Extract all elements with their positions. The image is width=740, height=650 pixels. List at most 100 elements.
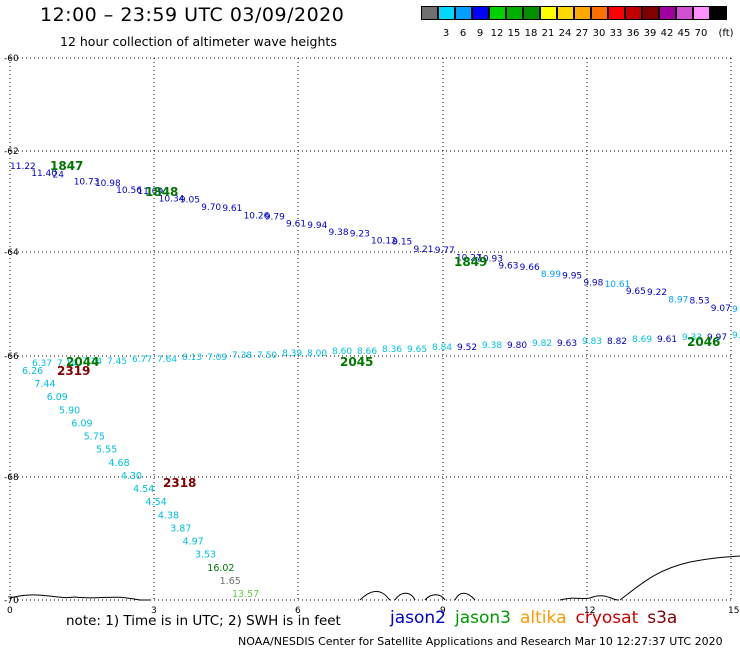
swh-value-label: 9.70	[201, 203, 221, 213]
swh-value-label: 11.22	[10, 162, 36, 172]
colorbar-swatch	[557, 6, 574, 20]
lower-track-labels: 6.26 7.44 6.09 5.90 6.09 5.75 5.55 4.68 4.30 4.54…	[22, 366, 259, 600]
colorbar-swatch	[506, 6, 523, 20]
swh-value-label: 4.54	[146, 497, 167, 508]
swh-value-label: 16.02	[207, 563, 234, 574]
y-tick-label: -70	[4, 596, 19, 606]
swh-value-label: 9.23	[350, 229, 370, 239]
satellite-legend: jason2 jason3 altika cryosat s3a	[390, 608, 686, 628]
swh-value-label: 9.65	[626, 287, 646, 297]
swh-value-label: 9.38	[329, 228, 349, 238]
satellite-legend-item: jason3	[455, 608, 511, 628]
swh-value-label: 10.56	[116, 186, 142, 196]
swh-value-label: 8.99	[541, 270, 561, 280]
swh-value-label: 9.94	[307, 221, 327, 231]
swh-value-label: 8.84	[432, 343, 452, 353]
swh-value-label: 8.39	[282, 349, 302, 359]
pass-id-label: 2044	[66, 355, 99, 369]
colorbar-swatch	[625, 6, 642, 20]
colorbar-swatch	[608, 6, 625, 20]
swh-value-label: 4.38	[158, 510, 179, 521]
swh-value-label: 4.54	[133, 484, 154, 495]
colorbar-unit: (ft)	[718, 28, 734, 39]
colorbar-swatch	[540, 6, 557, 20]
colorbar-label: 9	[476, 28, 484, 39]
swh-value-label: 10.12	[371, 237, 397, 247]
swh-value-label: 6.37	[32, 359, 52, 369]
y-tick-label: -68	[4, 473, 19, 483]
swh-value-label: 7.45	[107, 357, 127, 367]
pass-id-label: 1847	[50, 159, 83, 173]
swh-value-label: 9.38	[482, 341, 502, 351]
colorbar-swatch	[455, 6, 472, 20]
swh-value-label: 10.98	[95, 179, 121, 189]
swh-value-label: 9.83	[582, 337, 602, 347]
colorbar-swatch	[693, 6, 710, 20]
x-tick-label: 12	[584, 606, 595, 616]
middle-track-labels: 6.37 7.14 7.14 7.45 6.77 7.64 8.13 7.09 7.38 7.50…	[32, 331, 740, 369]
satellite-legend-item: cryosat	[575, 608, 639, 628]
y-tick-label: -66	[4, 352, 19, 362]
pass-id-labels: 1847 1848 1849 2044 2045 2046 2319 2318	[50, 159, 720, 490]
credit-line: NOAA/NESDIS Center for Satellite Applica…	[238, 635, 723, 648]
colorbar-swatch	[489, 6, 506, 20]
swh-value-label: 9.63	[498, 262, 518, 272]
swh-value-label: 3.87	[170, 523, 191, 534]
swh-value-label: 8.97	[668, 295, 688, 305]
colorbar-label: 45	[677, 28, 691, 39]
footer-note: note: 1) Time is in UTC; 2) SWH is in fe…	[66, 613, 341, 629]
colorbar-swatch	[438, 6, 455, 20]
colorbar-label: 39	[643, 28, 657, 39]
swh-value-label: 6.26	[22, 366, 43, 377]
swh-value-label: 10.73	[74, 178, 100, 188]
swh-value-label: 10.34	[159, 194, 185, 204]
colorbar-label: 27	[575, 28, 589, 39]
colorbar-label: 33	[609, 28, 623, 39]
swh-value-label: 3.53	[195, 550, 216, 561]
swh-value-label: 10.61	[605, 280, 631, 290]
coastline	[9, 555, 740, 601]
colorbar-swatch	[421, 6, 438, 20]
x-tick-label: 0	[7, 606, 13, 616]
swh-value-label: 8.36	[382, 345, 402, 355]
y-tick-label: -60	[4, 54, 19, 64]
map-subtitle: 12 hour collection of altimeter wave hei…	[60, 34, 337, 49]
swh-value-label: 6.77	[132, 355, 152, 365]
swh-value-label: 7.09	[207, 353, 227, 363]
swh-value-label: 9.63	[557, 339, 577, 349]
colorbar-label: 18	[524, 28, 538, 39]
swh-value-label: 10.26	[244, 211, 270, 221]
swh-value-label: 8.00	[307, 349, 327, 359]
swh-value-label: 9.52	[457, 343, 477, 353]
swh-value-label: 5.90	[59, 405, 80, 416]
colorbar-label: 24	[558, 28, 572, 39]
pass-id-label: 2318	[163, 476, 196, 490]
swh-value-label: 8.69	[632, 335, 652, 345]
swh-value-label: 10.93	[477, 255, 503, 265]
colorbar-label: 21	[541, 28, 555, 39]
colorbar-swatch	[591, 6, 608, 20]
swh-value-label: 9.77	[435, 246, 455, 256]
swh-value-label: 9.33	[682, 333, 702, 343]
swh-value-label: 5.55	[96, 445, 117, 456]
swh-value-label: 1.65	[220, 576, 241, 587]
map-title: 12:00 – 23:59 UTC 03/09/2020	[40, 4, 345, 26]
swh-value-label: 4.68	[108, 458, 129, 469]
colorbar-swatch	[676, 6, 693, 20]
map-grid	[9, 57, 732, 601]
swh-value-label: 9.95	[562, 271, 582, 281]
swh-value-label: 4.30	[121, 471, 142, 482]
swh-value-label: 9.15	[392, 238, 412, 248]
colorbar-swatch	[659, 6, 676, 20]
pass-id-label: 2319	[57, 364, 90, 378]
satellite-legend-item: altika	[520, 608, 567, 628]
satellite-legend-item: jason2	[390, 608, 446, 628]
x-tick-label: 15	[728, 606, 739, 616]
swh-value-label: 9.21	[413, 245, 433, 255]
swh-value-label: 10.27	[456, 253, 482, 263]
swh-value-label: 9.97	[707, 333, 727, 343]
swh-value-label: 9.66	[520, 263, 540, 273]
x-tick-label: 6	[295, 606, 301, 616]
colorbar-swatch	[472, 6, 489, 20]
